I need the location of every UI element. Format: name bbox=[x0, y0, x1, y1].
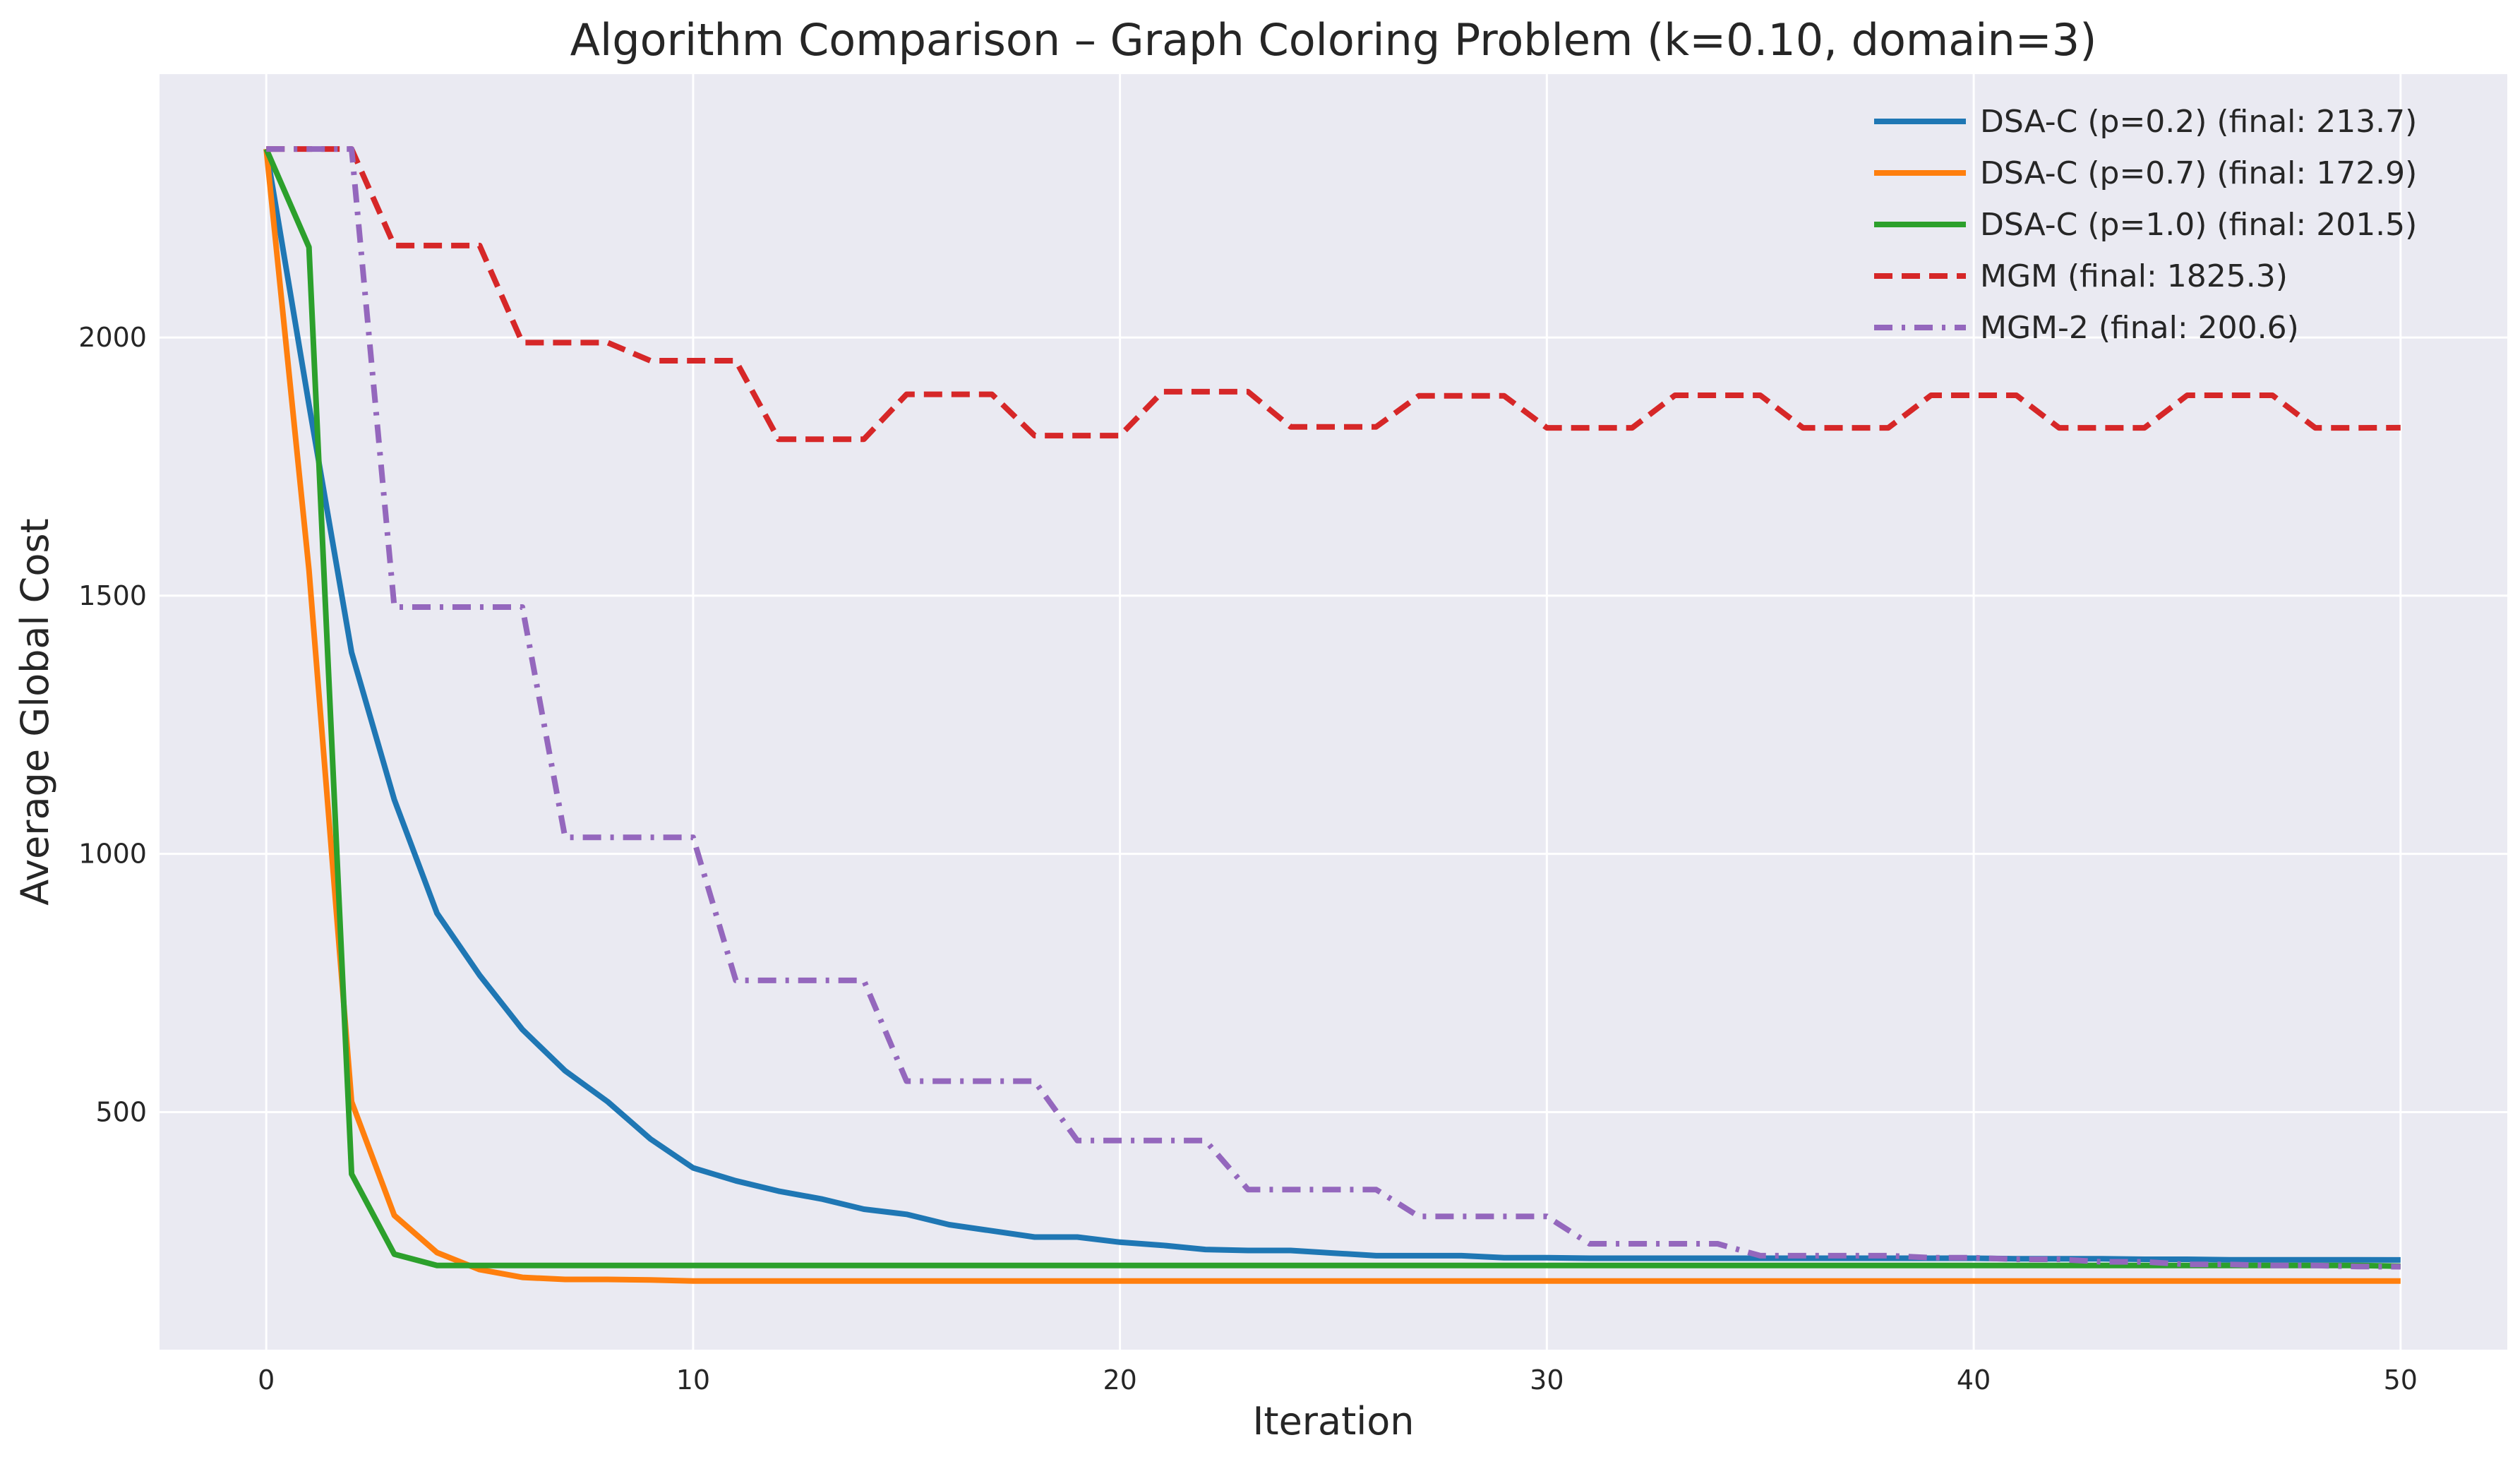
legend-entry-label: DSA-C (p=1.0) (final: 201.5) bbox=[1980, 207, 2417, 243]
y-tick-label: 500 bbox=[95, 1096, 147, 1127]
x-tick-label: 0 bbox=[258, 1364, 275, 1396]
y-axis-label: Average Global Cost bbox=[13, 518, 57, 905]
x-tick-label: 20 bbox=[1103, 1364, 1136, 1396]
x-tick-label: 30 bbox=[1530, 1364, 1564, 1396]
legend-entry-label: MGM (final: 1825.3) bbox=[1980, 258, 2288, 294]
grid bbox=[160, 74, 2507, 1350]
plot-background bbox=[160, 74, 2507, 1350]
legend-entry-label: MGM-2 (final: 200.6) bbox=[1980, 310, 2299, 346]
chart-title: Algorithm Comparison – Graph Coloring Pr… bbox=[570, 14, 2097, 66]
x-axis-label: Iteration bbox=[1252, 1399, 1414, 1444]
series-line-5 bbox=[266, 146, 2401, 1270]
x-tick-label: 40 bbox=[1957, 1364, 1991, 1396]
y-tick-label: 2000 bbox=[78, 322, 147, 353]
axis-ticks: 0 10 20 30 40 50 500 1000 1500 2000 bbox=[78, 322, 2418, 1396]
series-lines bbox=[263, 146, 2401, 1284]
legend-entry-label: DSA-C (p=0.7) (final: 172.9) bbox=[1980, 155, 2417, 191]
series-line-3 bbox=[263, 148, 2401, 1269]
x-tick-label: 50 bbox=[2384, 1364, 2418, 1396]
legend-entry-label: DSA-C (p=0.2) (final: 213.7) bbox=[1980, 104, 2417, 140]
legend: DSA-C (p=0.2) (final: 213.7) DSA-C (p=0.7… bbox=[1874, 104, 2417, 346]
x-tick-label: 10 bbox=[676, 1364, 710, 1396]
series-line-4 bbox=[266, 146, 2401, 443]
y-tick-label: 1500 bbox=[78, 580, 147, 611]
series-line-2 bbox=[263, 148, 2401, 1284]
y-tick-label: 1000 bbox=[78, 839, 147, 870]
